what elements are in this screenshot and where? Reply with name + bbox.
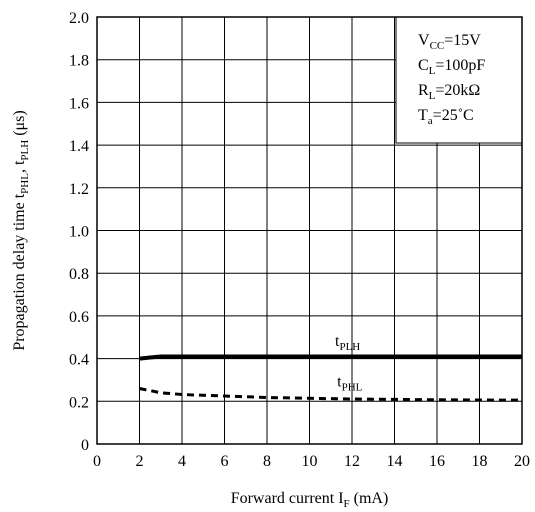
x-tick-label: 2 (136, 453, 144, 470)
y-axis-label-mid: , t (11, 160, 28, 173)
x-tick-label: 18 (472, 453, 488, 470)
x-tick-label: 0 (93, 453, 101, 470)
x-tick-label: 12 (344, 453, 360, 470)
x-tick-labels: 0 2 4 6 8 10 12 14 16 18 20 (93, 453, 530, 470)
y-tick-labels: 0 0.2 0.4 0.6 0.8 1.0 1.2 1.4 1.6 1.8 2.0 (69, 10, 89, 454)
y-tick-label: 1.2 (69, 181, 89, 198)
x-axis-label-sub: F (344, 498, 350, 510)
series-line-tPHL (139, 387, 523, 402)
y-axis-label-main: Propagation delay time t (11, 193, 28, 350)
y-tick-label: 1.6 (69, 95, 89, 112)
y-tick-label: 0.8 (69, 266, 89, 283)
x-axis-label-tail: (mA) (350, 490, 389, 507)
x-tick-label: 10 (302, 453, 318, 470)
y-tick-label: 0 (81, 437, 89, 454)
plot-frame (96, 16, 523, 445)
y-tick-label: 0.2 (69, 394, 89, 411)
x-axis-label: Forward current IF (mA) (231, 490, 389, 510)
series-label-tPLH: tPLH (335, 333, 360, 353)
condition-line: VCC=15V (418, 32, 481, 52)
conditions-text: VCC=15V CL=100pF RL=20kΩ Ta=25˚C (418, 32, 485, 127)
x-tick-label: 20 (514, 453, 530, 470)
condition-line: CL=100pF (418, 57, 485, 77)
x-tick-label: 6 (221, 453, 229, 470)
conditions-box (395, 16, 523, 144)
series-layer (139, 354, 523, 402)
y-tick-label: 0.4 (69, 352, 89, 369)
y-axis-label-tail: (μs) (11, 110, 28, 139)
x-tick-label: 16 (429, 453, 445, 470)
x-tick-label: 4 (178, 453, 186, 470)
x-axis-label-main: Forward current I (231, 490, 344, 507)
y-axis-label: Propagation delay time tPHL, tPLH (μs) (11, 110, 31, 350)
y-tick-label: 1.4 (69, 138, 89, 155)
y-tick-label: 1.0 (69, 224, 89, 241)
series-label-tPHL: tPHL (337, 373, 363, 393)
y-axis-label-sub1: PHL (19, 173, 31, 194)
y-tick-label: 2.0 (69, 10, 89, 27)
condition-line: Ta=25˚C (418, 107, 474, 127)
x-tick-label: 14 (387, 453, 403, 470)
condition-line: RL=20kΩ (418, 82, 480, 102)
series-line-tPLH (139, 354, 522, 361)
y-axis-label-sub2: PLH (19, 140, 31, 161)
x-tick-label: 8 (263, 453, 271, 470)
series-labels: tPLH tPHL (335, 333, 363, 394)
y-tick-label: 0.6 (69, 309, 89, 326)
y-tick-label: 1.8 (69, 53, 89, 70)
